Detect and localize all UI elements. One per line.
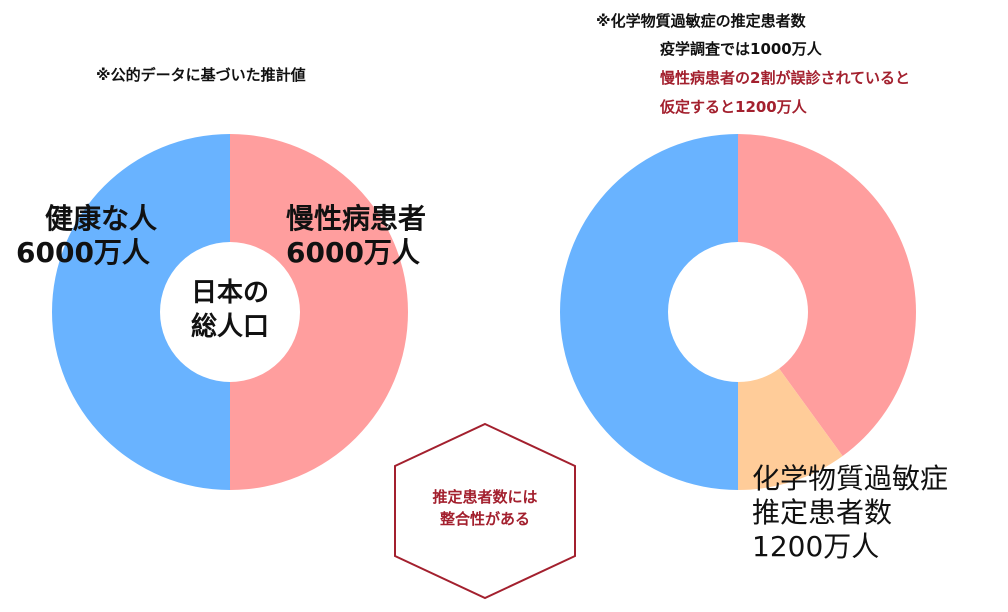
chemical-label-line-2: 推定患者数 (752, 496, 893, 529)
healthy-label-value: 6000万人 (16, 236, 150, 269)
chemical-label-line-3: 1200万人 (752, 530, 880, 563)
consistency-hexagon (394, 422, 576, 600)
center-label-line-2: 総人口 (190, 312, 269, 342)
chemical-sensitivity-label: 化学物質過敏症 推定患者数 1200万人 (752, 462, 948, 564)
right-donut-slice-2 (560, 134, 738, 490)
healthy-label-name: 健康な人 (45, 202, 158, 235)
right-note-assumption-2: 仮定すると1200万人 (660, 98, 807, 116)
left-donut-slice-1 (52, 134, 230, 490)
left-donut-slice-0 (230, 134, 408, 490)
chemical-label-line-1: 化学物質過敏症 (752, 462, 949, 495)
right-note-assumption-1: 慢性病患者の2割が誤診されていると (660, 69, 910, 87)
center-label-line-1: 日本の (190, 278, 269, 308)
right-donut-slice-0 (738, 134, 916, 457)
total-population-donut-chart (52, 134, 408, 490)
callout-line-1: 推定患者数には (432, 488, 538, 506)
consistency-callout-text: 推定患者数には 整合性がある (395, 486, 575, 530)
chronic-label-value: 6000万人 (286, 236, 420, 269)
right-note-title: ※化学物質過敏症の推定患者数 (596, 12, 806, 30)
left-note: ※公的データに基づいた推計値 (96, 66, 306, 84)
right-donut-slice-1 (738, 368, 843, 490)
chemical-sensitivity-donut-chart (560, 134, 916, 490)
chronic-label-name: 慢性病患者 (286, 202, 427, 235)
right-note-survey: 疫学調査では1000万人 (660, 40, 822, 58)
left-chart-center-label: 日本の 総人口 (165, 276, 295, 344)
callout-line-2: 整合性がある (439, 510, 530, 528)
